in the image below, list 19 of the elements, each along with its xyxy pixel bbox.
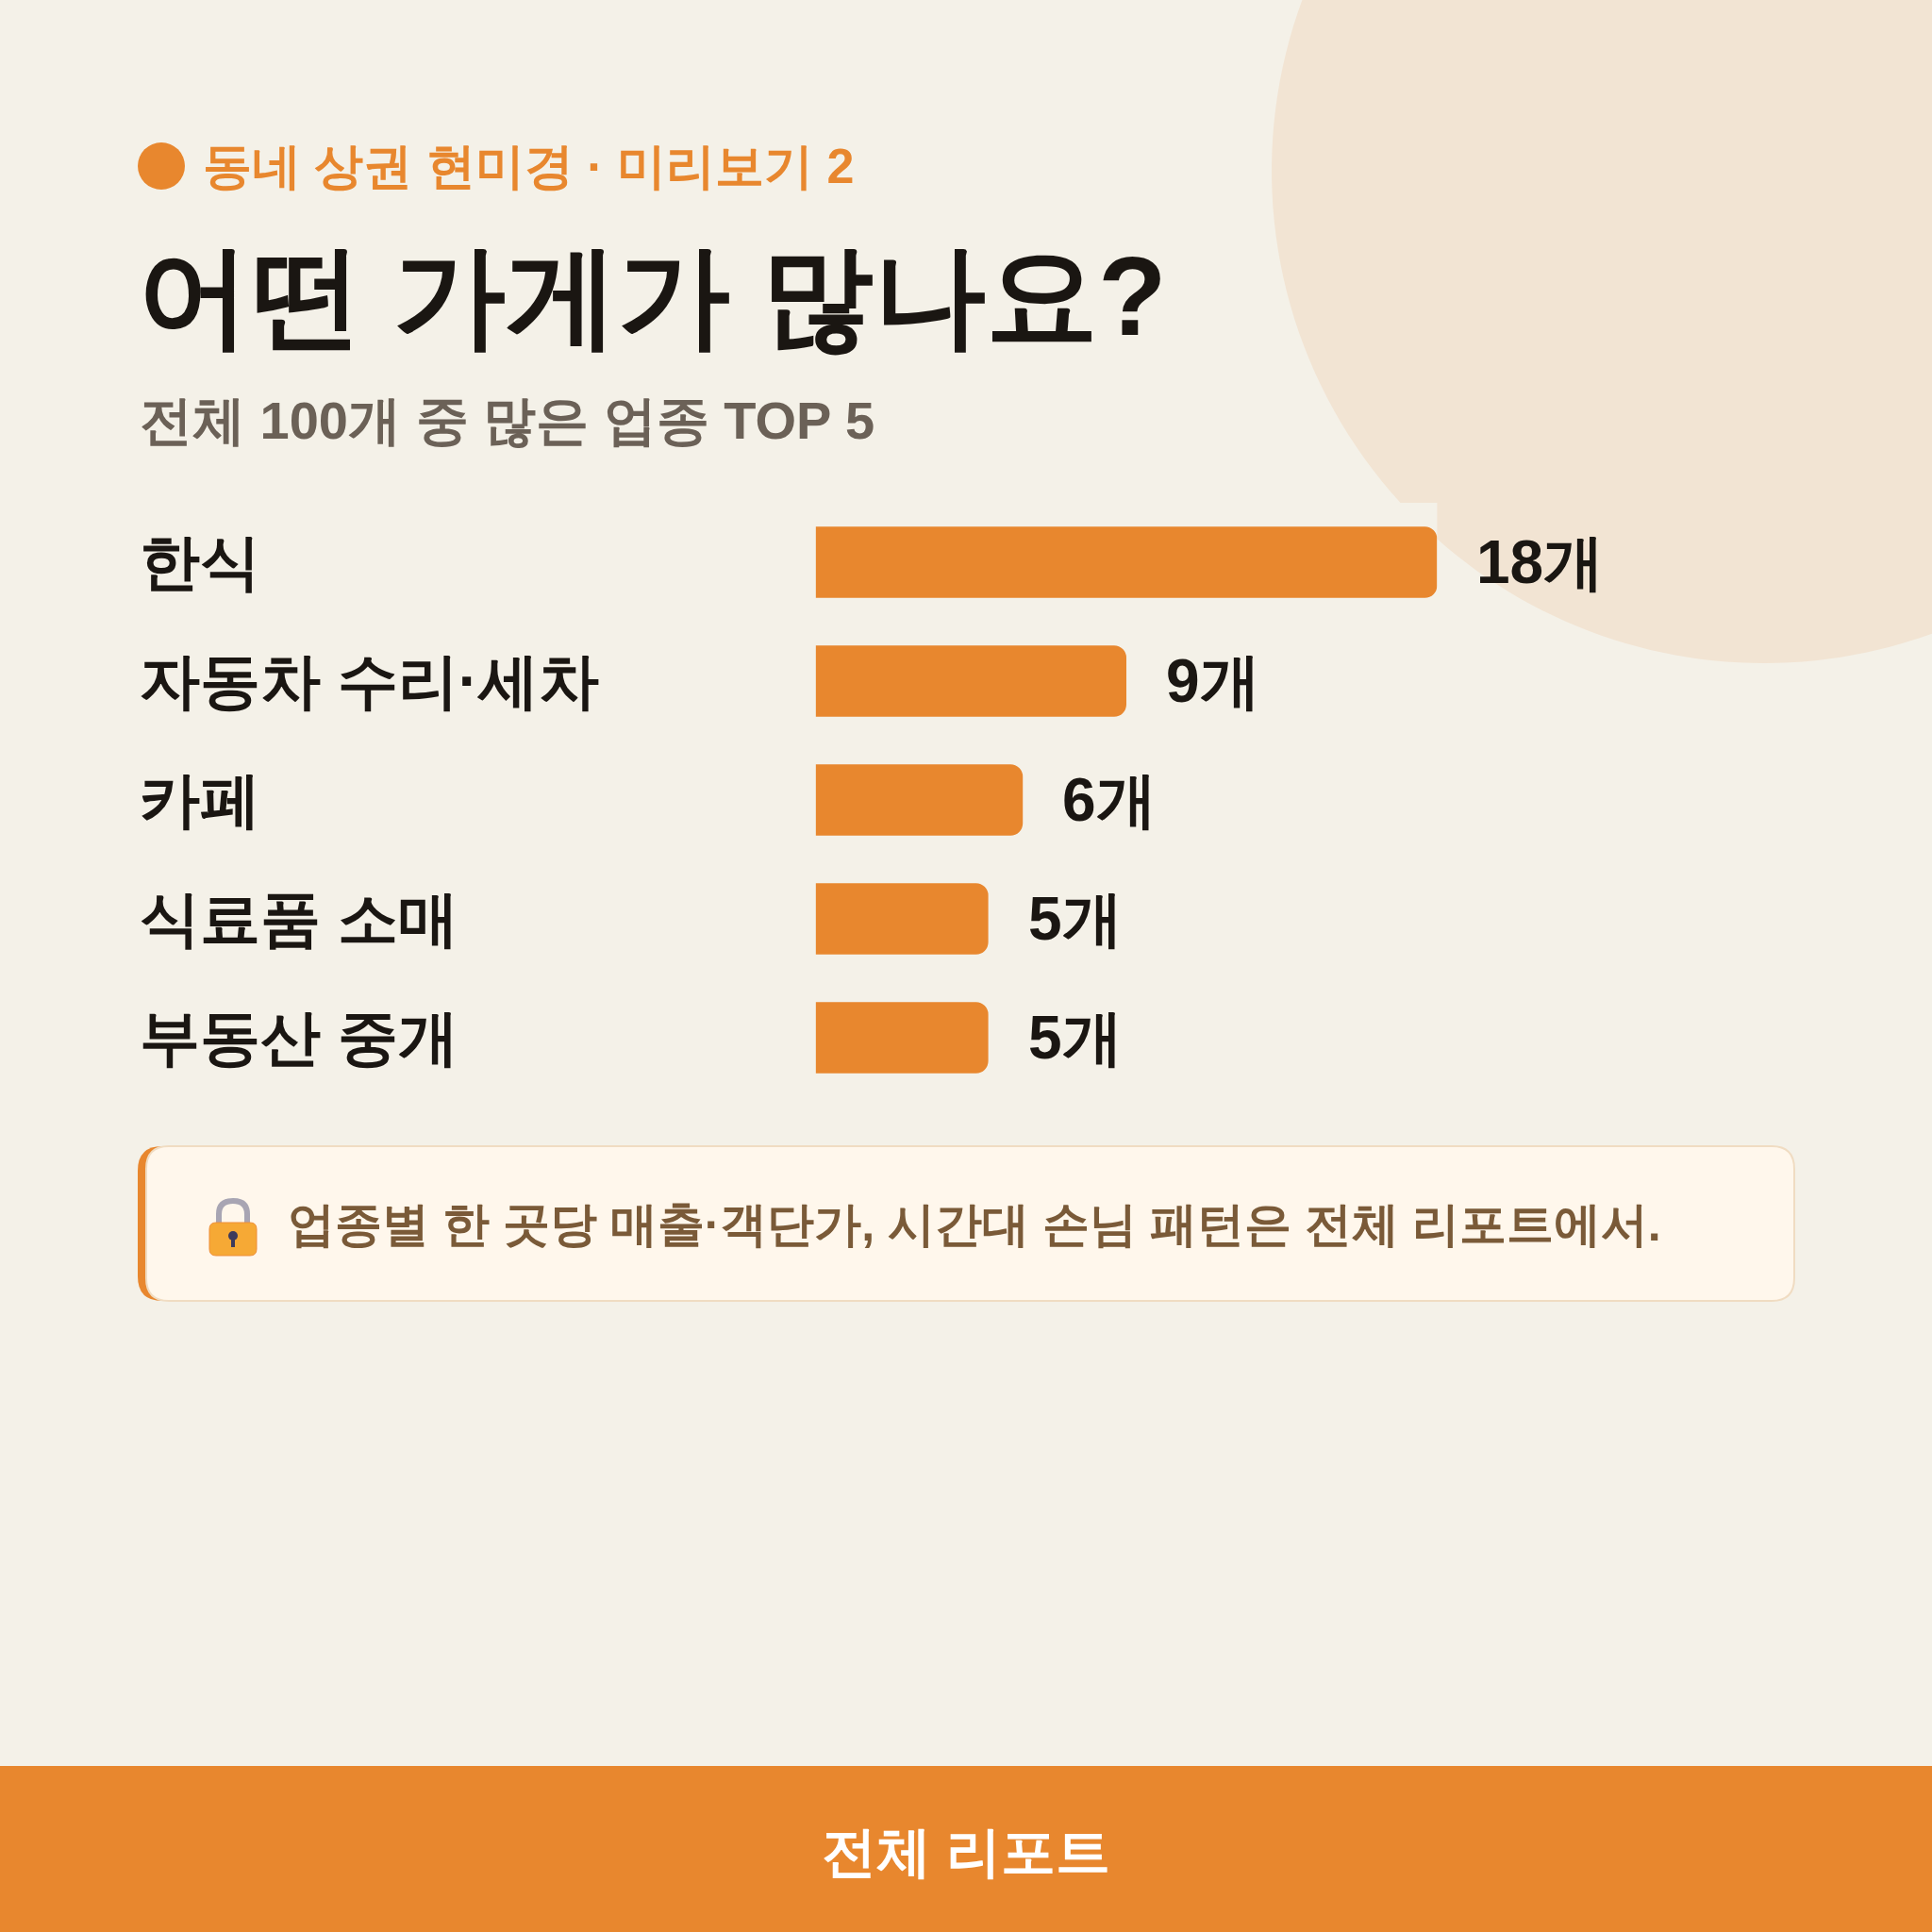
text: 동네 상권 현미경 · 미리보기 2 [203,139,855,193]
text: 업종별 한 곳당 매출·객단가, 시간대 손님 패턴은 전체 리포트에서. [288,1198,1661,1251]
chart-subtitle: 전체 100개 중 많은 업종 TOP 5 [140,391,875,450]
data-label: 6개 [1062,766,1157,834]
bar [815,645,1126,717]
chart-title: 어떤 가게가 많나요? [138,232,1167,358]
y-tick-label: 식료품 소매 [140,885,458,953]
data-label: 5개 [1028,1004,1123,1072]
data-label: 9개 [1166,647,1260,715]
y-tick-label: 자동차 수리·세차 [140,647,600,715]
y-tick-label: 카페 [140,766,260,834]
data-label: 18개 [1476,528,1605,596]
text: 전체 리포트 [822,1821,1111,1882]
bar [815,883,989,955]
bar [815,1002,989,1074]
y-tick-label: 한식 [140,528,260,596]
bar [815,764,1024,836]
data-label: 5개 [1028,885,1123,953]
y-tick-label: 부동산 중개 [140,1004,458,1072]
